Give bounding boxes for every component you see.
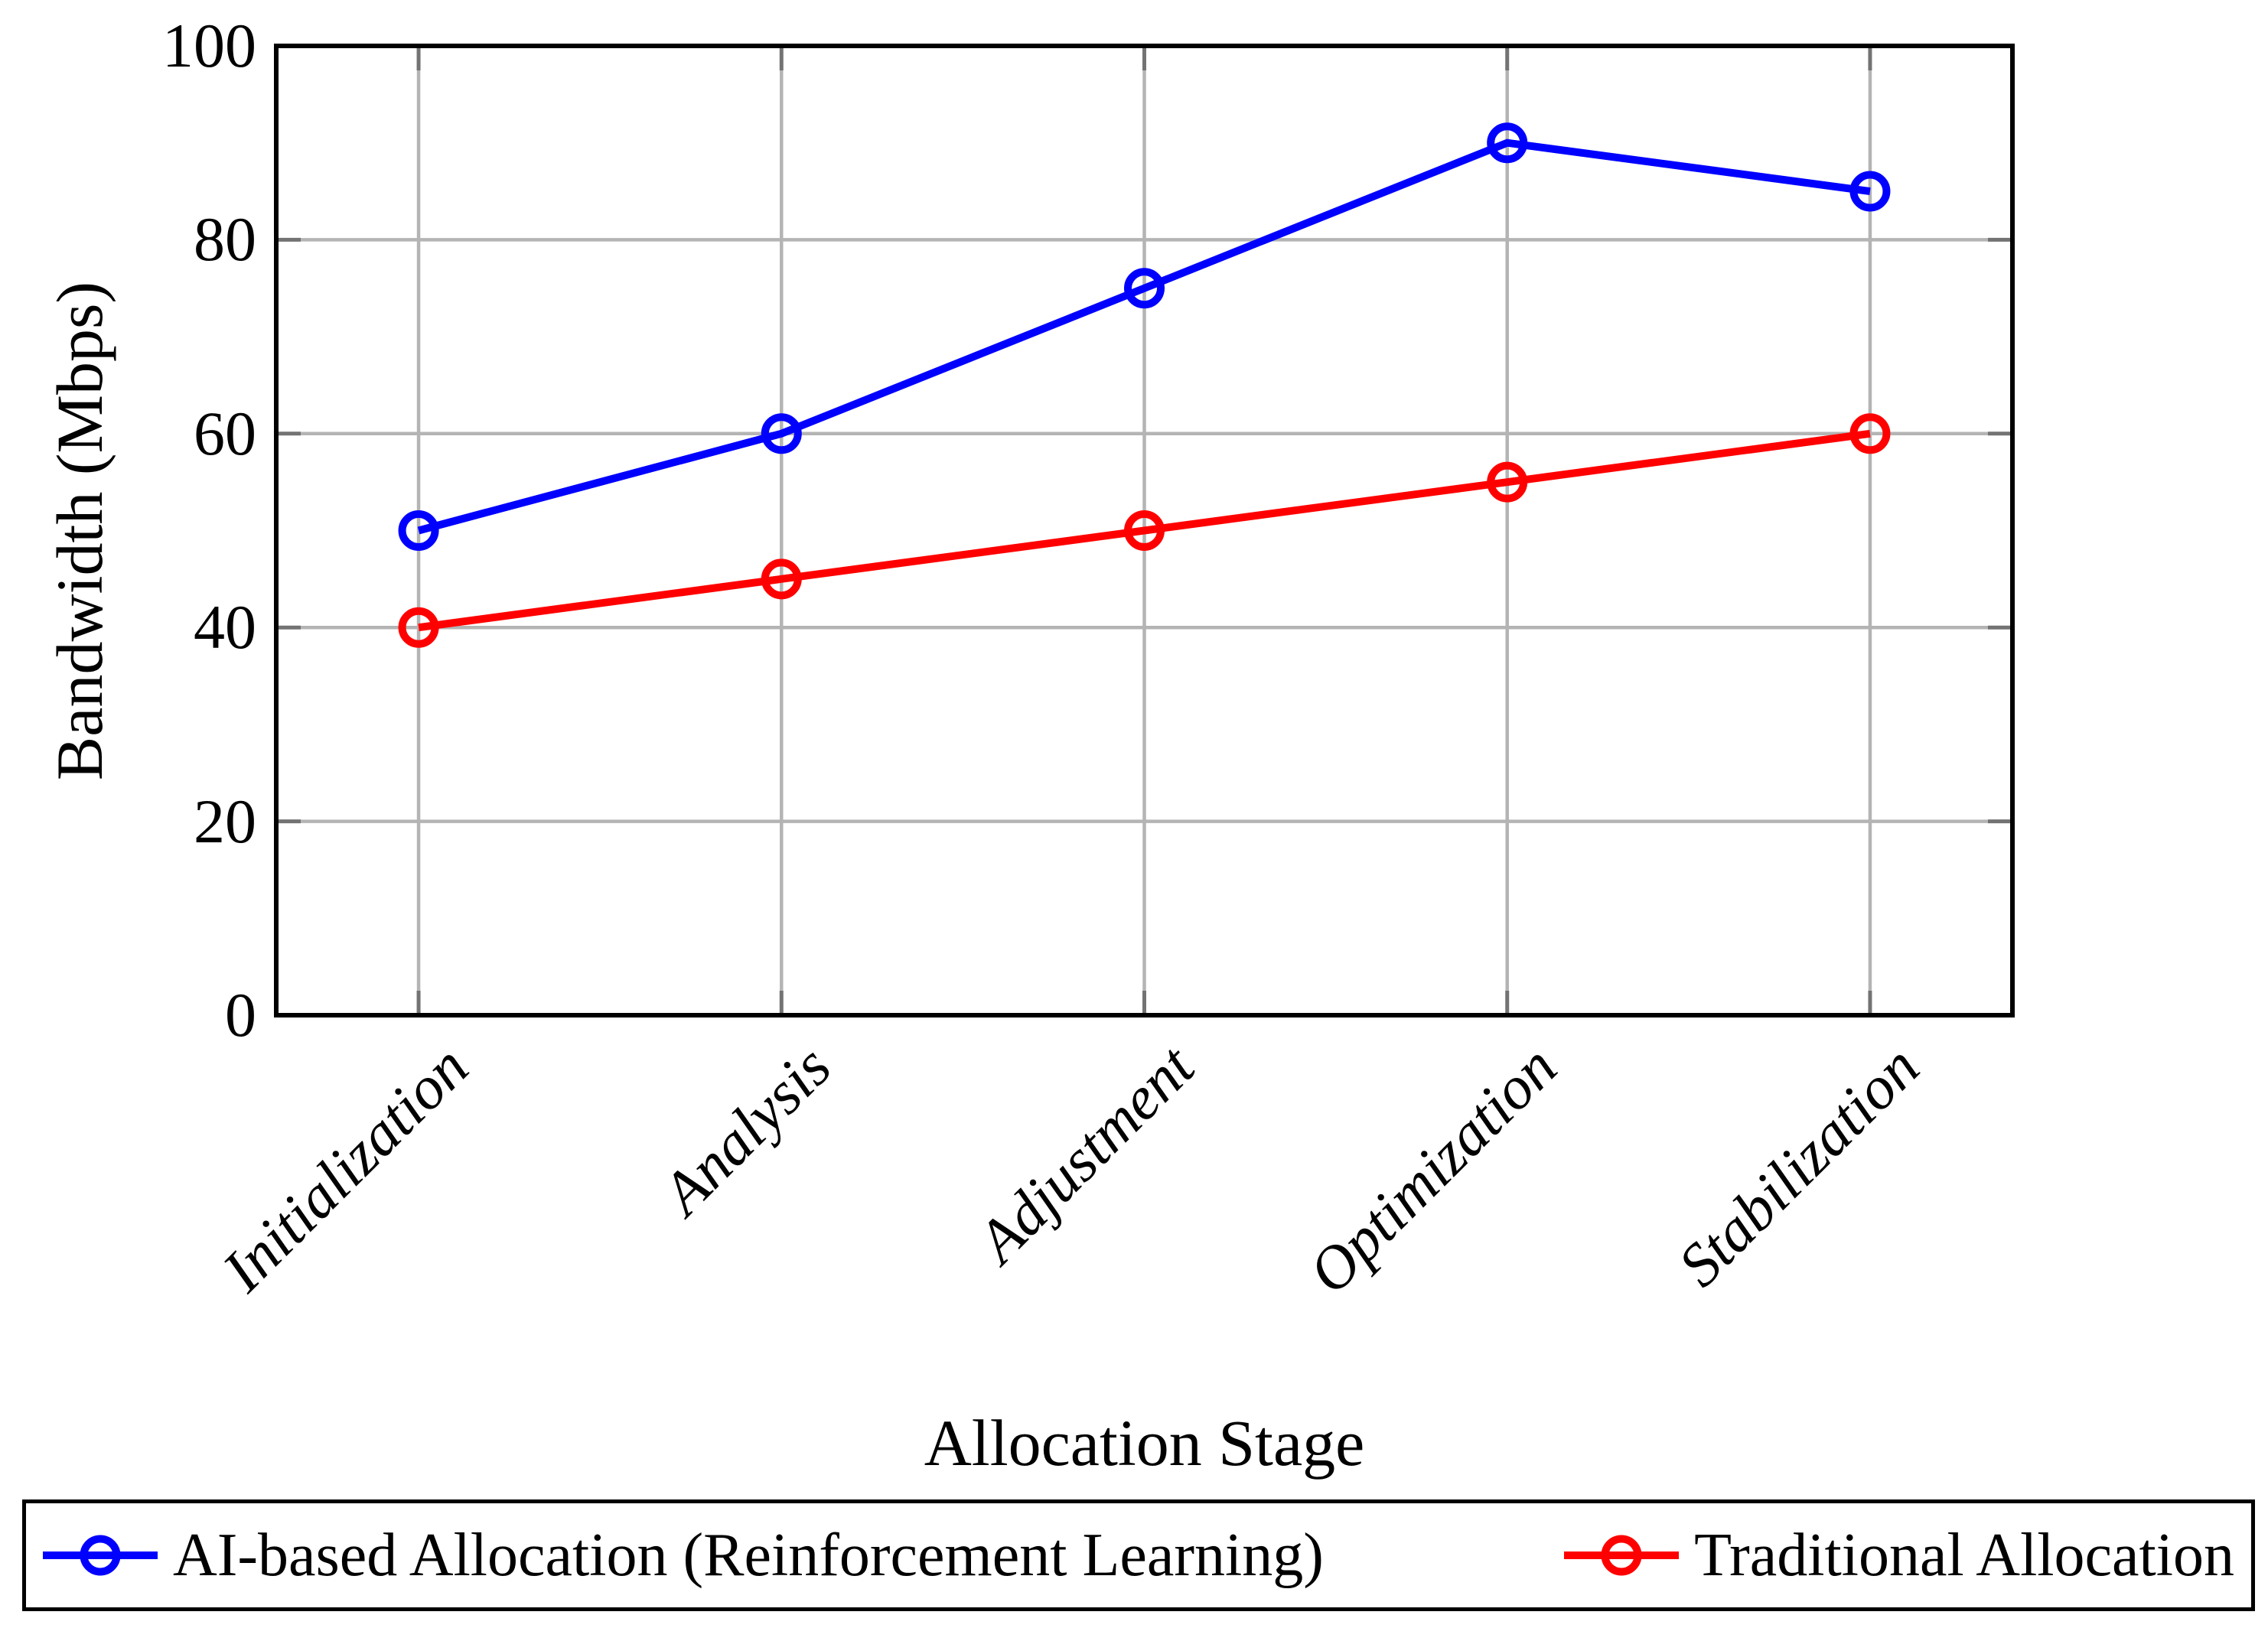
- legend-entry: AI-based Allocation (Reinforcement Learn…: [43, 1521, 1324, 1591]
- data-point-marker: [761, 558, 802, 600]
- legend-label: AI-based Allocation (Reinforcement Learn…: [173, 1521, 1324, 1589]
- data-point-marker: [1487, 461, 1528, 503]
- y-tick-label: 40: [194, 592, 256, 663]
- y-tick-label: 20: [194, 786, 256, 856]
- data-point-marker: [398, 510, 439, 551]
- x-axis-title: Allocation Stage: [924, 1406, 1365, 1480]
- y-tick-label: 60: [194, 398, 256, 468]
- data-point-marker: [1124, 510, 1165, 551]
- legend: AI-based Allocation (Reinforcement Learn…: [22, 1499, 2255, 1611]
- data-point-marker: [1124, 268, 1165, 309]
- y-tick-label: 100: [162, 11, 256, 80]
- y-tick-label: 0: [225, 980, 256, 1050]
- data-point-marker: [398, 607, 439, 648]
- y-axis-title: Bandwidth (Mbps): [43, 281, 116, 780]
- data-point-marker: [761, 413, 802, 454]
- y-tick-label: 80: [194, 204, 256, 275]
- series-line: [417, 138, 1871, 535]
- data-point-marker: [1849, 171, 1891, 212]
- series-line: [418, 429, 1871, 632]
- data-point-marker: [1487, 122, 1528, 164]
- legend-marker-icon: [1564, 1535, 1680, 1576]
- axis-frame: [274, 44, 2015, 1018]
- legend-entry: Traditional Allocation: [1564, 1521, 2234, 1591]
- legend-marker-icon: [43, 1535, 158, 1576]
- data-point-marker: [1849, 413, 1891, 454]
- legend-label: Traditional Allocation: [1694, 1521, 2234, 1589]
